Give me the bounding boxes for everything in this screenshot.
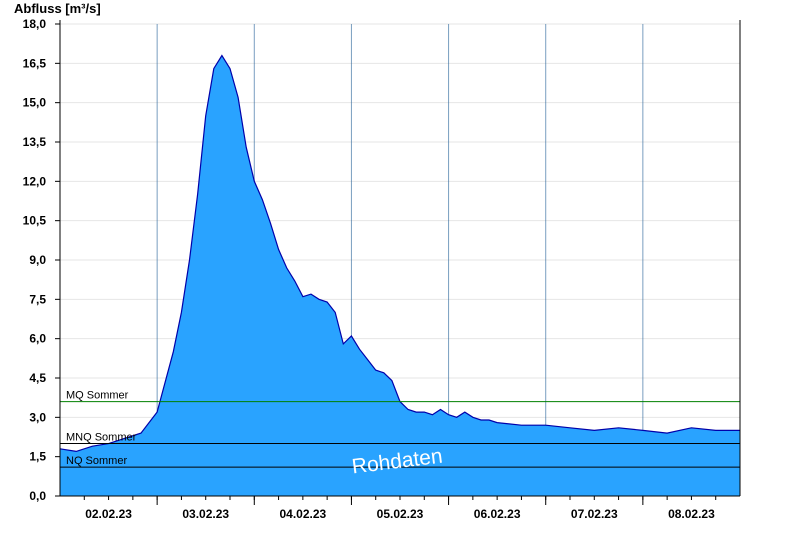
x-tick-label: 02.02.23 xyxy=(85,507,132,521)
x-tick-label: 03.02.23 xyxy=(182,507,229,521)
reference-line-label: MQ Sommer xyxy=(66,390,129,402)
x-tick-label: 08.02.23 xyxy=(668,507,715,521)
plot-area xyxy=(59,54,740,496)
y-axis-title: Abfluss [m³/s] xyxy=(14,1,101,16)
x-tick-label: 05.02.23 xyxy=(377,507,424,521)
y-tick-label: 13,5 xyxy=(23,135,47,149)
y-tick-label: 0,0 xyxy=(29,489,46,503)
y-tick-label: 1,5 xyxy=(29,450,46,464)
y-tick-label: 9,0 xyxy=(29,253,46,267)
y-tick-label: 15,0 xyxy=(23,96,47,110)
y-tick-label: 16,5 xyxy=(23,56,47,70)
y-tick-label: 10,5 xyxy=(23,214,47,228)
discharge-line xyxy=(59,54,740,453)
x-tick-label: 07.02.23 xyxy=(571,507,618,521)
discharge-area xyxy=(60,55,740,496)
y-tick-label: 6,0 xyxy=(29,332,46,346)
x-tick-label: 06.02.23 xyxy=(474,507,521,521)
y-tick-label: 7,5 xyxy=(29,292,46,306)
reference-lines: MQ Sommer MNQ Sommer NQ Sommer xyxy=(60,390,740,468)
reference-line-label: NQ Sommer xyxy=(66,455,127,467)
y-tick-label: 18,0 xyxy=(23,17,47,31)
axes: 0,0 1,5 3,0 4,5 6,0 7,5 9,0 10,5 12,0 13,5 15,0 16,… xyxy=(23,17,741,521)
x-tick-label: 04.02.23 xyxy=(279,507,326,521)
y-tick-label: 3,0 xyxy=(29,410,46,424)
reference-line-label: MNQ Sommer xyxy=(66,432,137,444)
y-tick-label: 4,5 xyxy=(29,371,46,385)
y-tick-label: 12,0 xyxy=(23,174,47,188)
